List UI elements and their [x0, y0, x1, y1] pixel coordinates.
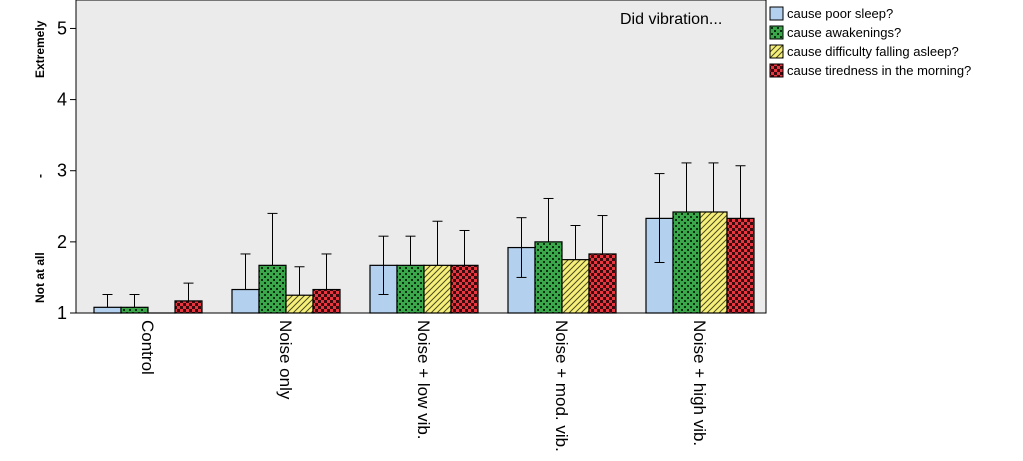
bar [231, 288, 260, 314]
bar [423, 264, 452, 314]
bar [450, 264, 479, 314]
y-label-top: Extremely [33, 20, 47, 78]
bar [174, 300, 203, 314]
bar [534, 241, 563, 314]
y-axis: 1 2 3 4 5 [57, 18, 76, 323]
bar [561, 259, 590, 314]
bar [726, 217, 755, 314]
y-label-bottom: Not at all [33, 252, 47, 303]
x-axis-labels: Control Noise only Noise + low vib. Noise +… [138, 320, 709, 452]
legend-label: cause tiredness in the morning? [787, 63, 971, 78]
y-tick-label: 4 [57, 90, 67, 110]
x-tick-label: Noise + mod. vib. [552, 320, 571, 452]
legend-swatch [769, 44, 784, 59]
bar [258, 264, 287, 314]
error-bars [102, 162, 746, 308]
x-tick-label: Noise + high vib. [690, 320, 709, 446]
bar [588, 253, 617, 314]
legend-label: cause difficulty falling asleep? [787, 44, 959, 59]
y-tick-label: 3 [57, 161, 67, 181]
legend-swatch [769, 6, 784, 21]
y-label-mid: - [33, 174, 47, 178]
bar [312, 288, 341, 314]
bar [93, 306, 122, 314]
legend-swatch [769, 25, 784, 40]
legend: cause poor sleep? cause awakenings? cause … [769, 6, 971, 78]
bar [396, 264, 425, 314]
x-tick-label: Noise + low vib. [414, 320, 433, 440]
bar [672, 211, 701, 314]
annotation: Did vibration... [620, 11, 722, 28]
bar [285, 294, 314, 314]
bar [120, 306, 149, 314]
legend-swatch [769, 63, 784, 78]
bars [93, 211, 755, 314]
x-tick-label: Control [138, 320, 157, 375]
x-tick-label: Noise only [276, 320, 295, 400]
y-tick-label: 2 [57, 232, 67, 252]
legend-label: cause awakenings? [787, 25, 901, 40]
bar [699, 211, 728, 314]
legend-label: cause poor sleep? [787, 6, 893, 21]
y-tick-label: 1 [57, 303, 67, 323]
y-tick-label: 5 [57, 18, 67, 38]
